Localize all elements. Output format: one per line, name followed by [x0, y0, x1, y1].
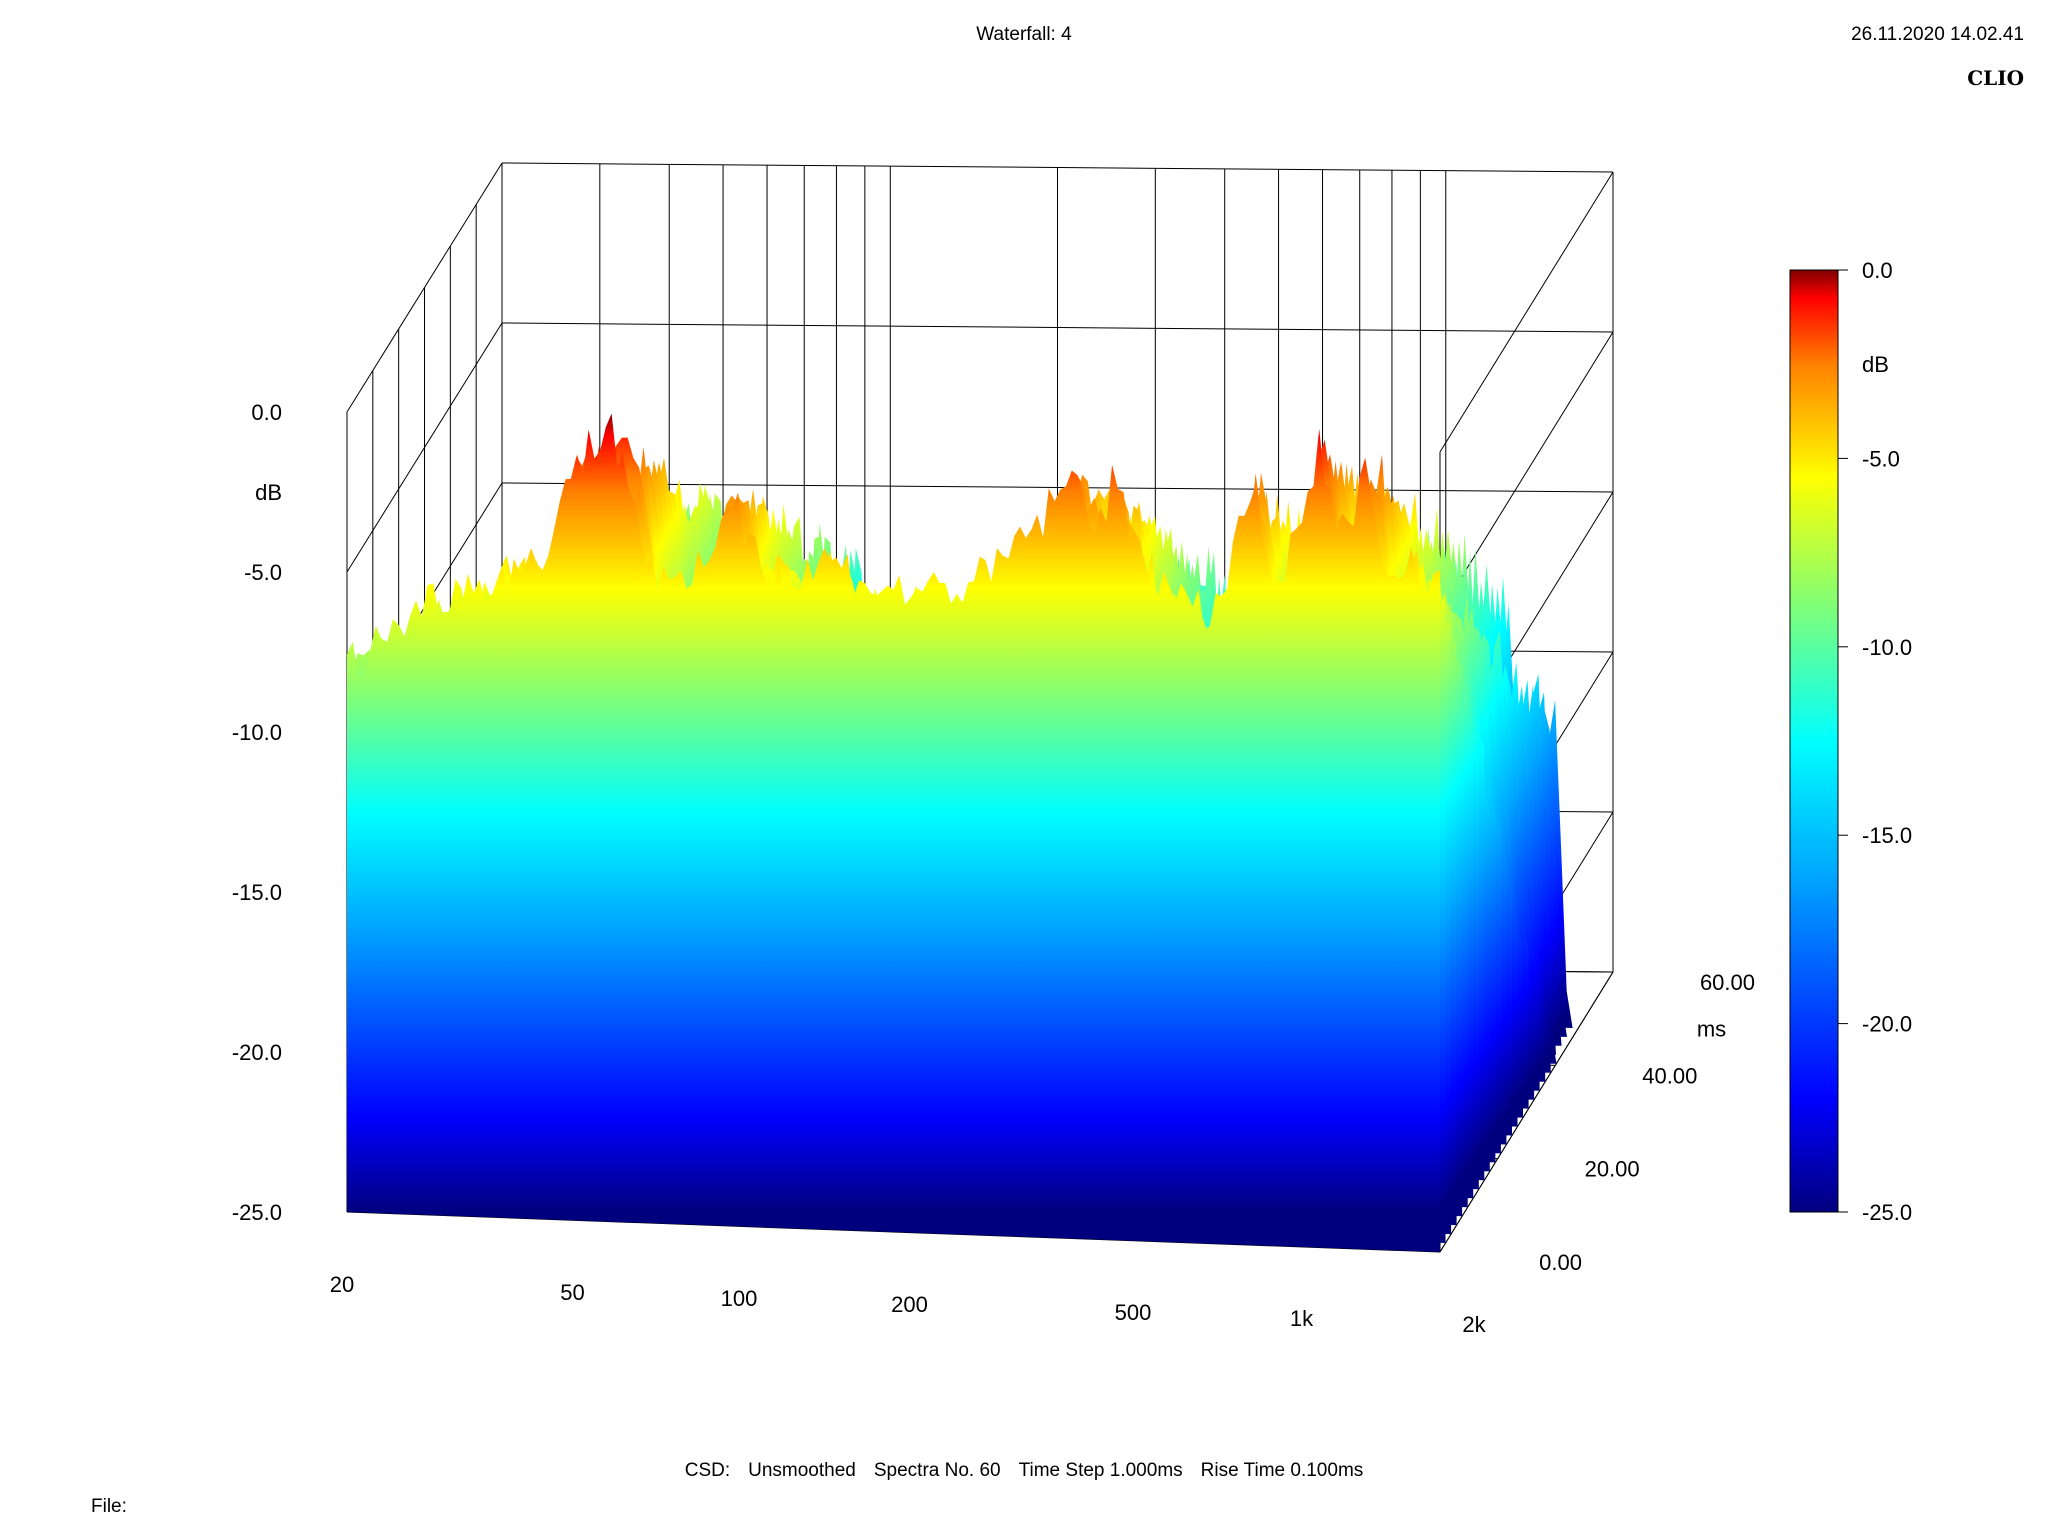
brand-logo: CLIO [1967, 66, 2024, 90]
colorbar-scale [1789, 269, 1839, 1213]
x-axis-tick-label: 500 [1115, 1300, 1152, 1325]
back-wall-gridline [501, 322, 1614, 333]
left-wall-gridline [346, 322, 503, 573]
colorbar-tick-label: -25.0 [1862, 1200, 1912, 1225]
right-wall-gridline [1439, 331, 1614, 613]
waterfall-surface [347, 413, 1579, 1252]
x-axis-tick-label: 100 [721, 1286, 758, 1311]
y-axis-tick-label: 60.00 [1700, 970, 1755, 995]
x-axis-tick-label: 1k [1290, 1306, 1314, 1331]
colorbar-tick-label: dB [1862, 352, 1889, 377]
colorbar: 0.0 dB -5.0 -10.0 -15.0 -20.0 -25.0 [1789, 258, 1912, 1225]
file-label: File: [91, 1496, 127, 1517]
spectra-count-label: Spectra No. 60 [873, 1460, 1001, 1481]
csd-label: CSD: [684, 1460, 731, 1481]
timestamp-label: 26.11.2020 14.02.41 [1851, 24, 2024, 45]
colorbar-tick-label: 0.0 [1862, 258, 1893, 283]
z-axis-tick-label: -10.0 [232, 720, 282, 745]
colorbar-tick-label: -20.0 [1862, 1012, 1912, 1037]
smoothing-label: Unsmoothed [748, 1460, 856, 1481]
colorbar-tick-label: -10.0 [1862, 635, 1912, 660]
rise-time-label: Rise Time 0.100ms [1200, 1460, 1364, 1481]
time-step-label: Time Step 1.000ms [1018, 1460, 1183, 1481]
z-axis-tick-label: dB [255, 480, 282, 505]
x-axis-tick-label: 2k [1462, 1312, 1486, 1337]
axes: 0.0 dB -5.0 -10.0 -15.0 -20.0 -25.0 20 50 100 200 5… [232, 400, 1755, 1337]
back-wall-gridline [501, 482, 1614, 493]
footer-info: CSD: Unsmoothed Spectra No. 60 Time Step 1.… [0, 1460, 2048, 1482]
z-axis-tick-label: 0.0 [251, 400, 282, 425]
floor-gridline [1439, 971, 1614, 1253]
spectrum-slice [347, 413, 1440, 1252]
chart-title: Waterfall: 4 [976, 24, 1072, 45]
y-axis-tick-label: ms [1697, 1017, 1726, 1042]
x-axis-tick-label: 20 [330, 1272, 354, 1297]
colorbar-tick-label: -5.0 [1862, 446, 1900, 471]
y-axis-tick-label: 40.00 [1642, 1063, 1697, 1088]
x-axis-tick-label: 200 [891, 1292, 928, 1317]
z-axis-tick-label: -25.0 [232, 1200, 282, 1225]
y-axis-tick-label: 0.00 [1539, 1250, 1582, 1275]
y-axis-tick-label: 20.00 [1585, 1157, 1640, 1182]
colorbar-tick-label: -15.0 [1862, 823, 1912, 848]
right-wall-gridline [1439, 171, 1614, 453]
back-wall-gridline [501, 162, 1614, 173]
z-axis-tick-label: -5.0 [244, 560, 282, 585]
left-wall-gridline [346, 162, 503, 413]
z-axis-tick-label: -20.0 [232, 1040, 282, 1065]
z-axis-tick-label: -15.0 [232, 880, 282, 905]
x-axis-tick-label: 50 [560, 1280, 584, 1305]
